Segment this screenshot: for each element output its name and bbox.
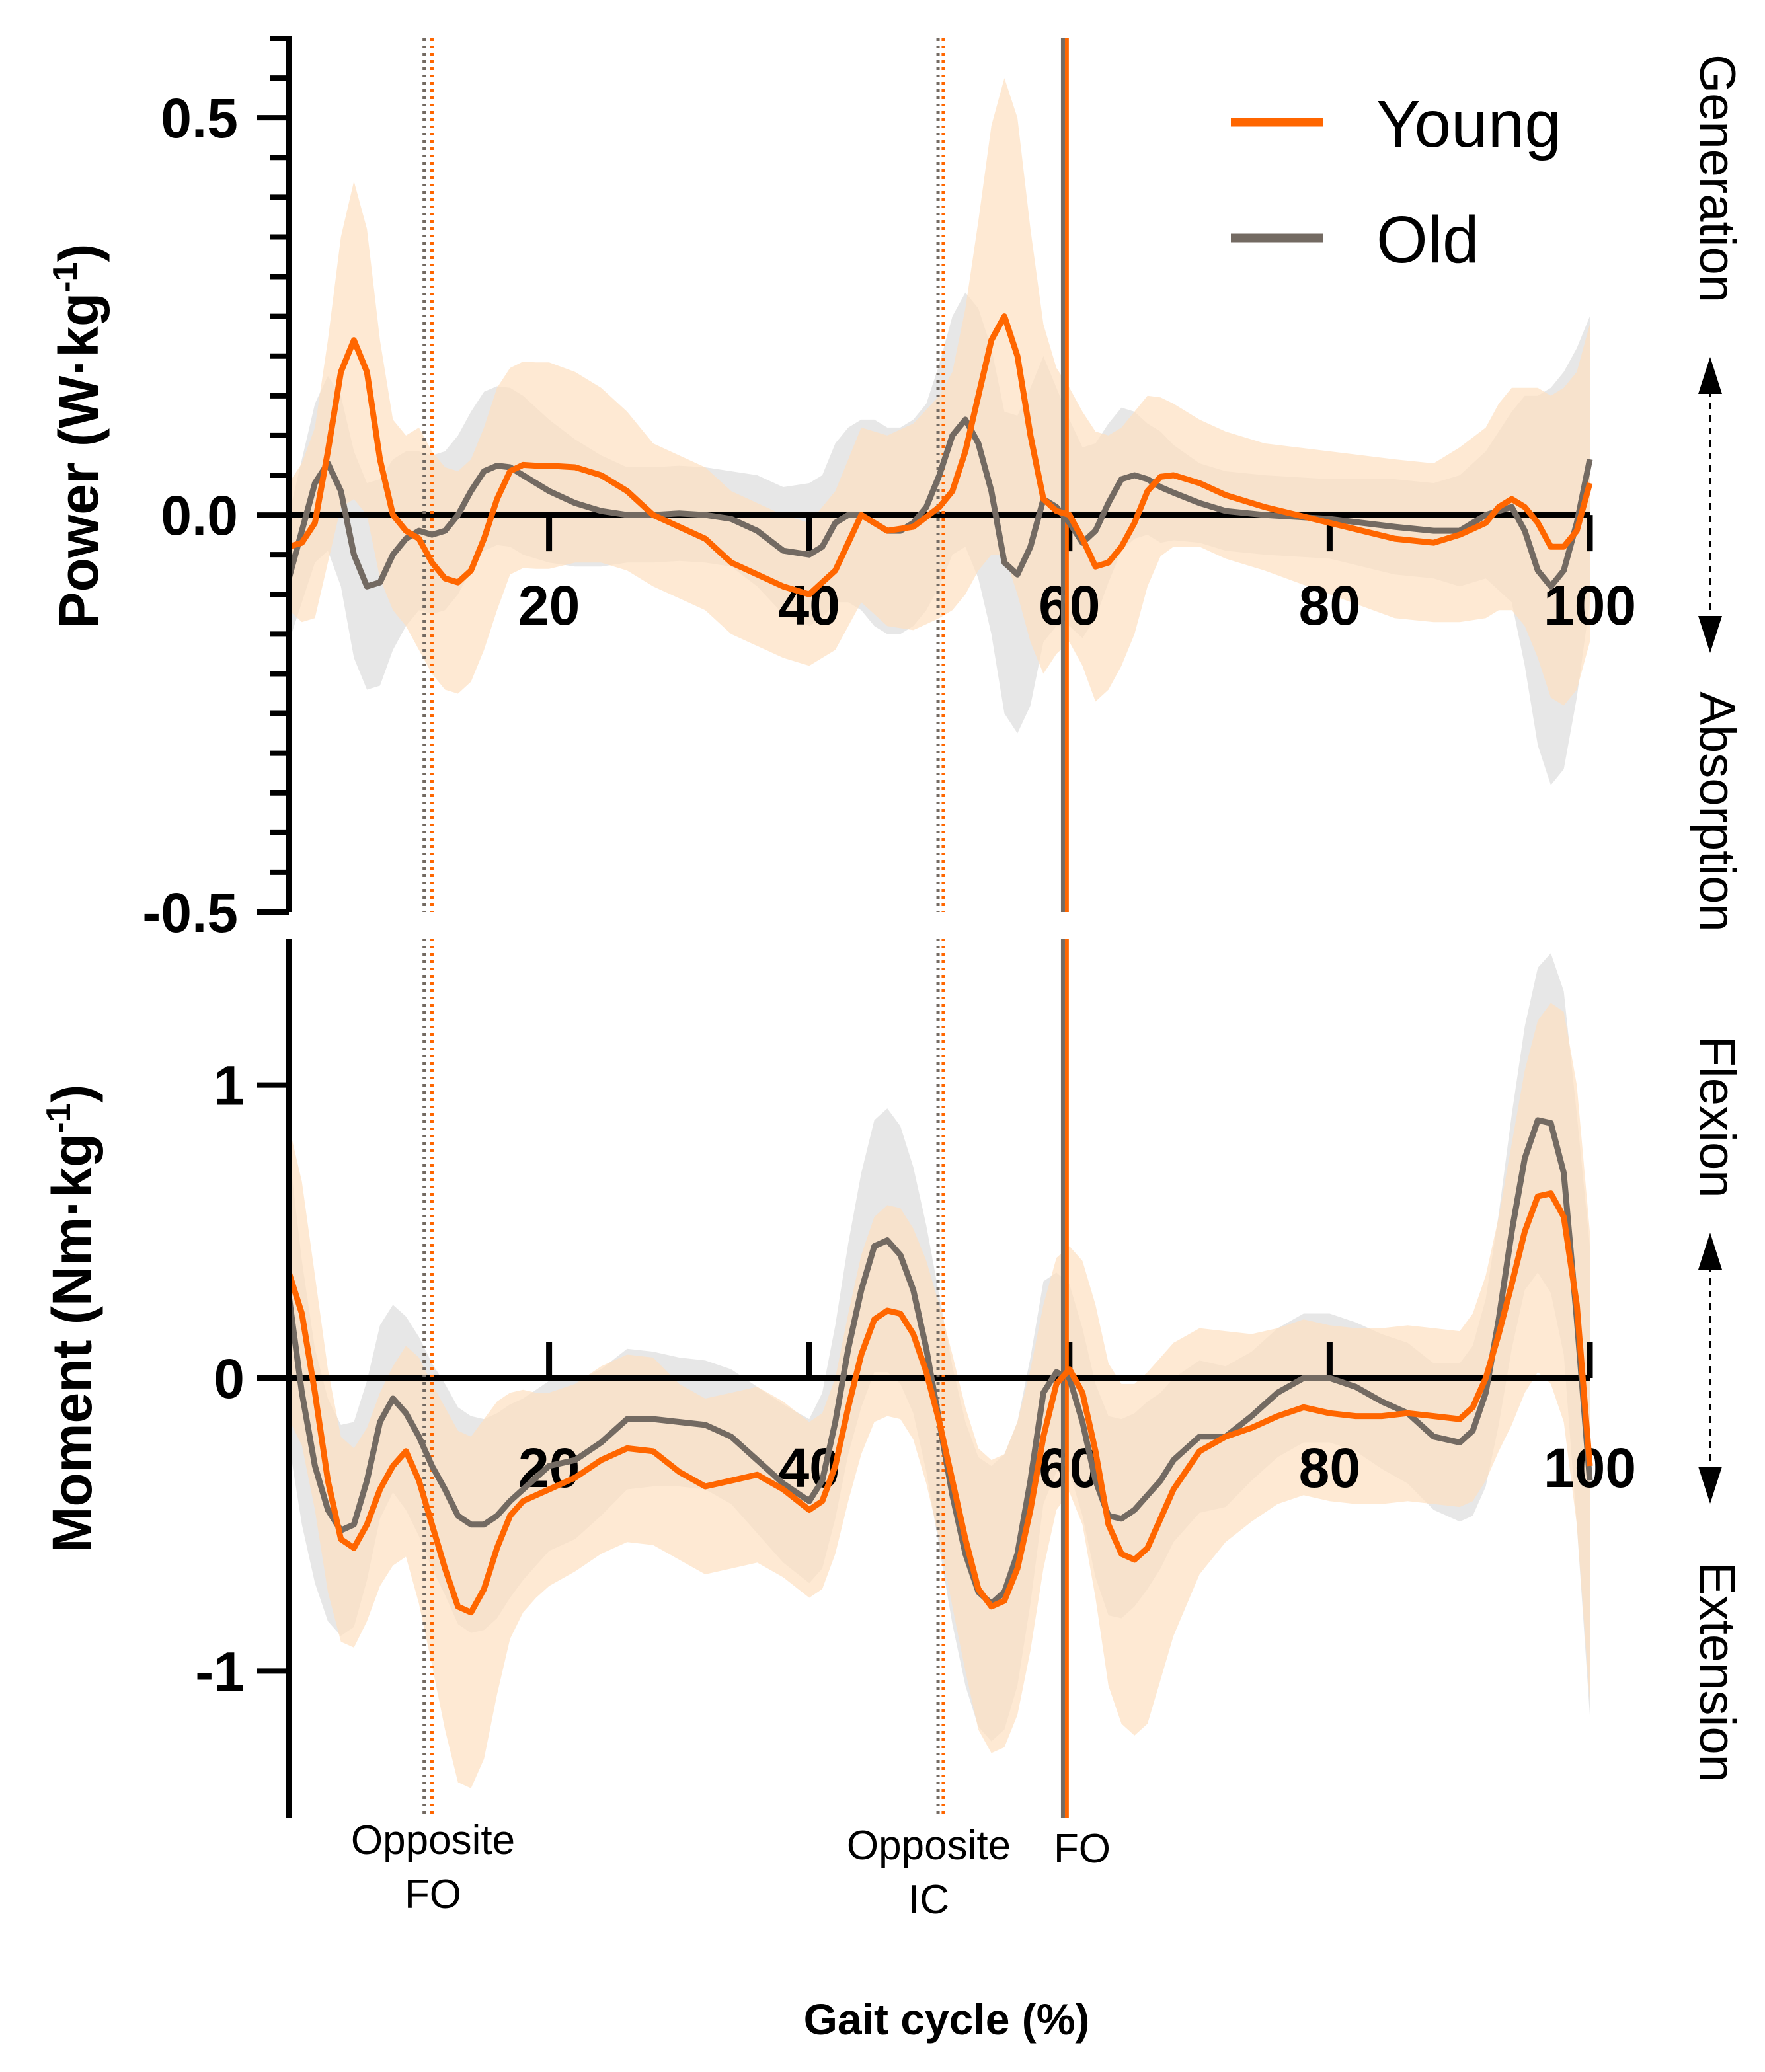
power-series-lines bbox=[286, 313, 1593, 597]
x-tick-label-80: 80 bbox=[1299, 574, 1360, 636]
legend: Young Old bbox=[1231, 87, 1561, 277]
moment-y-axis-title: Moment (Nm·kg-1) bbox=[40, 1085, 103, 1553]
opposite-fo-label-line2: FO bbox=[405, 1872, 461, 1917]
power-axes: 0.5 0.0 -0.5 bbox=[142, 36, 292, 944]
power-sd-bands bbox=[289, 78, 1590, 785]
event-annotations: Opposite FO Opposite IC FO bbox=[351, 1818, 1111, 1923]
power-y-axis-title-sup: -1 bbox=[46, 262, 85, 293]
moment-zero-line: 20 40 60 80 100 bbox=[289, 1342, 1636, 1499]
opposite-fo-label-line1: Opposite bbox=[351, 1818, 515, 1863]
power-panel: 20 40 60 80 100 0.5 0.0 -0.5 bbox=[142, 36, 1636, 944]
power-event-lines bbox=[422, 38, 1069, 912]
young-sd-band bbox=[289, 1003, 1590, 1788]
moment-series-lines bbox=[286, 1117, 1593, 1616]
x-tick-label-100: 100 bbox=[1544, 574, 1636, 636]
x-tick-label-20: 20 bbox=[518, 574, 580, 636]
young-sd-band bbox=[289, 78, 1590, 706]
flexion-label: Flexion bbox=[1689, 1036, 1745, 1198]
x-tick-label-60: 60 bbox=[1039, 574, 1100, 636]
generation-label: Generation bbox=[1689, 54, 1745, 303]
x-tick-label-40: 40 bbox=[778, 574, 840, 636]
moment-panel: 20 40 60 80 100 1 0 -1 bbox=[195, 939, 1636, 1818]
y-tick-label-0.0: 0.0 bbox=[161, 484, 238, 547]
legend-old-label: Old bbox=[1376, 203, 1479, 277]
power-y-axis-title-close: ) bbox=[48, 244, 110, 262]
fo-label: FO bbox=[1054, 1826, 1111, 1872]
opposite-ic-label-line1: Opposite bbox=[847, 1823, 1011, 1868]
y-tick-label--0.5: -0.5 bbox=[142, 882, 238, 944]
x-axis-title: Gait cycle (%) bbox=[804, 1995, 1090, 2044]
moment-y-axis-title-close: ) bbox=[41, 1085, 103, 1103]
absorption-label: Absorption bbox=[1689, 691, 1745, 931]
extension-label: Extension bbox=[1689, 1562, 1745, 1783]
young-mean-line bbox=[286, 1190, 1593, 1616]
power-direction-arrow bbox=[1698, 357, 1722, 653]
y-tick-label-0.5: 0.5 bbox=[161, 87, 238, 149]
power-y-axis-title: Power (W·kg-1) bbox=[46, 244, 110, 629]
moment-direction-arrow bbox=[1698, 1233, 1722, 1504]
moment-axes: 1 0 -1 bbox=[195, 939, 292, 1818]
power-y-axis-title-main: Power (W·kg bbox=[48, 293, 110, 629]
moment-y-axis-title-main: Moment (Nm·kg bbox=[41, 1133, 103, 1553]
x-tick-label-80: 80 bbox=[1299, 1437, 1360, 1499]
moment-y-axis-title-sup: -1 bbox=[40, 1103, 78, 1133]
y-tick-label--1: -1 bbox=[195, 1640, 245, 1703]
legend-young-label: Young bbox=[1376, 87, 1561, 161]
young-mean-line bbox=[288, 313, 1593, 597]
opposite-ic-label-line2: IC bbox=[908, 1877, 949, 1923]
y-tick-label-1: 1 bbox=[214, 1055, 245, 1117]
y-tick-label-0: 0 bbox=[214, 1348, 245, 1410]
